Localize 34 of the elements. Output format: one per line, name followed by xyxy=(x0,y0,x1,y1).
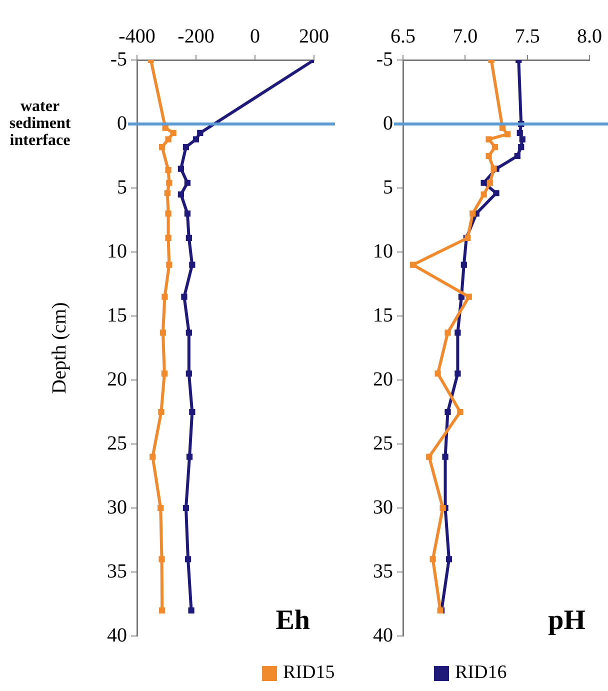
y-tick-label: 25 xyxy=(107,432,127,454)
x-tick-label: 0 xyxy=(250,25,260,48)
text: pH xyxy=(548,605,586,636)
x-tick-label: -200 xyxy=(178,25,214,48)
y-tick-label: 30 xyxy=(373,496,393,518)
y-tick-label: 5 xyxy=(117,176,127,198)
y-tick-label: 10 xyxy=(107,240,127,262)
y-tick-label: 20 xyxy=(373,368,393,390)
y-tick-label: 35 xyxy=(373,560,393,582)
y-tick-label: 40 xyxy=(373,624,393,646)
x-tick-label: 7.0 xyxy=(452,25,478,48)
y-tick-label: 0 xyxy=(383,112,393,134)
text: Eh xyxy=(276,605,310,636)
x-tick-label: -400 xyxy=(118,25,156,48)
y-tick-label: 0 xyxy=(117,112,127,134)
y-tick-label: 15 xyxy=(373,304,393,326)
text: water sediment interface xyxy=(9,98,72,150)
y-tick-label: -5 xyxy=(110,48,127,70)
legend-label: RID15 xyxy=(283,662,335,684)
x-tick-label: 6.5 xyxy=(390,25,416,48)
legend-label: RID16 xyxy=(455,662,507,684)
y-axis-title: Depth (cm) xyxy=(48,302,70,394)
y-tick-label: 5 xyxy=(383,176,393,198)
x-tick-label: 7.5 xyxy=(514,25,540,48)
y-tick-label: -5 xyxy=(376,48,393,70)
x-tick-label: 200 xyxy=(299,25,329,48)
y-tick-label: 30 xyxy=(107,496,127,518)
y-tick-label: 35 xyxy=(107,560,127,582)
y-tick-label: 15 xyxy=(107,304,127,326)
x-tick-label: 8.0 xyxy=(577,25,602,48)
y-tick-label: 10 xyxy=(373,240,393,262)
y-tick-label: 40 xyxy=(107,624,127,646)
y-tick-label: 20 xyxy=(107,368,127,390)
y-tick-label: 25 xyxy=(373,432,393,454)
